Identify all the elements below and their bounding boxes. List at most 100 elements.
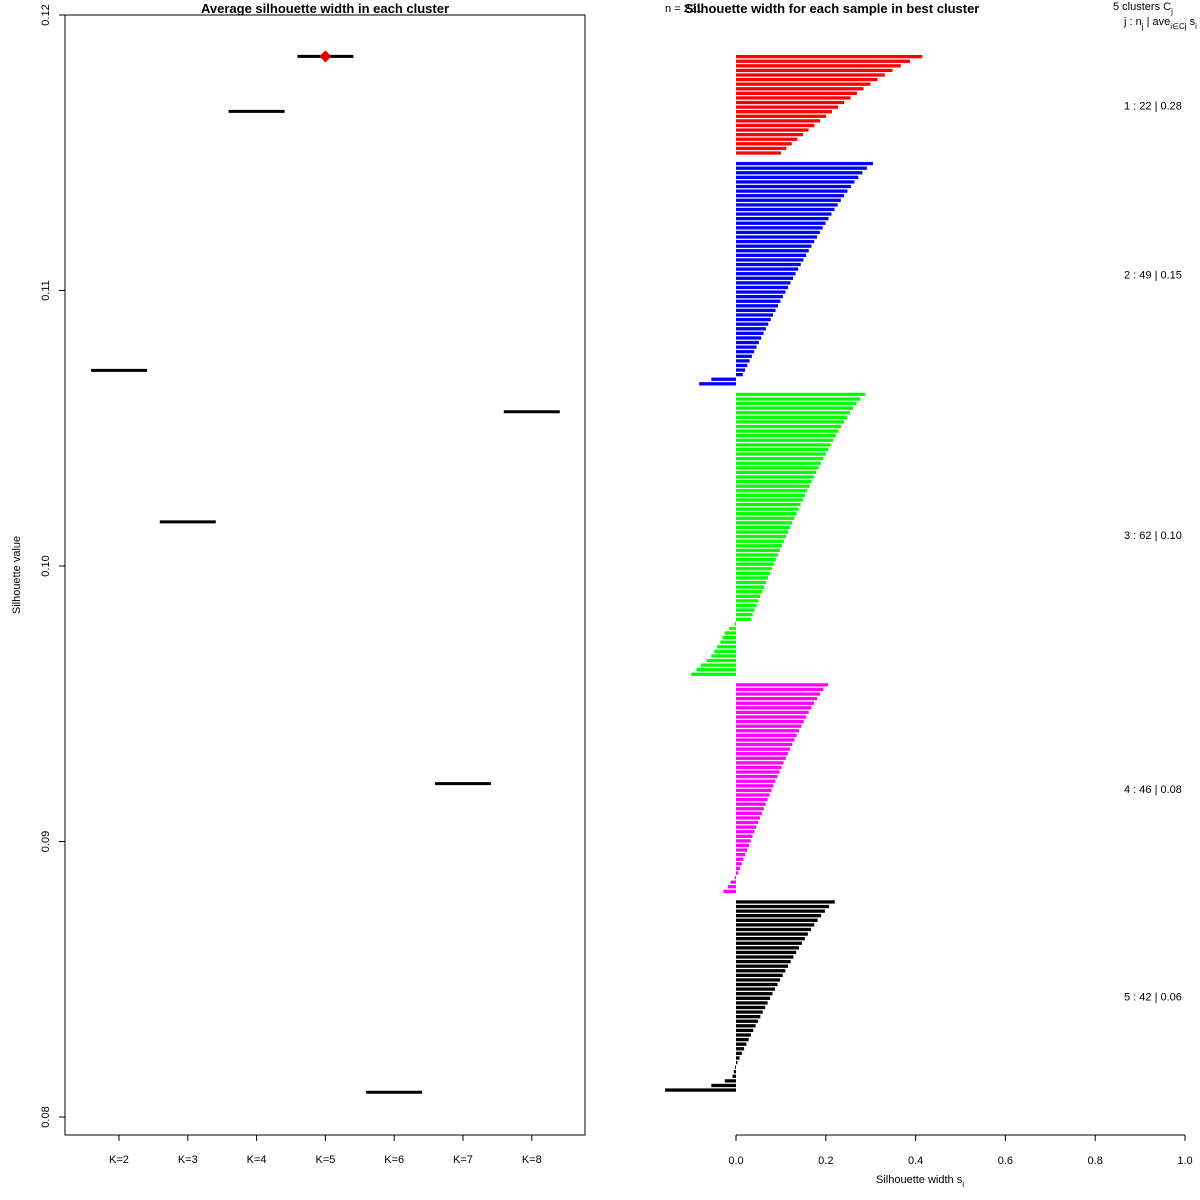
silhouette-bar-cluster-2 xyxy=(736,212,832,216)
silhouette-bar-cluster-2 xyxy=(736,276,794,280)
silhouette-bar-cluster-4 xyxy=(736,802,766,806)
silhouette-bar-cluster-2 xyxy=(736,331,764,336)
silhouette-bar-cluster-1 xyxy=(736,142,792,146)
silhouette-bar-cluster-4 xyxy=(736,811,762,816)
silhouette-bar-cluster-2 xyxy=(736,354,752,358)
left-y-tick-label: 0.09 xyxy=(40,831,52,852)
silhouette-bar-cluster-3 xyxy=(736,525,791,530)
silhouette-bar-cluster-4 xyxy=(736,752,788,756)
silhouette-bar-cluster-4 xyxy=(736,770,780,774)
silhouette-bar-cluster-2 xyxy=(736,340,759,345)
silhouette-bar-cluster-1 xyxy=(736,64,901,68)
silhouette-bar-cluster-3 xyxy=(736,479,812,484)
cluster-label-5: 5 : 42 | 0.06 xyxy=(1124,992,1182,1004)
silhouette-bar-cluster-3 xyxy=(736,580,767,585)
cluster-label-2: 2 : 49 | 0.15 xyxy=(1124,269,1182,281)
silhouette-bar-cluster-3 xyxy=(714,649,736,654)
silhouette-bar-cluster-3 xyxy=(736,475,814,479)
silhouette-bar-cluster-4 xyxy=(736,816,760,820)
silhouette-bar-cluster-3 xyxy=(736,608,755,612)
silhouette-bar-cluster-3 xyxy=(734,622,736,626)
silhouette-bar-cluster-5 xyxy=(736,927,812,932)
silhouette-bar-cluster-5 xyxy=(736,914,822,918)
silhouette-bar-cluster-3 xyxy=(736,452,826,456)
silhouette-bar-cluster-1 xyxy=(736,59,910,63)
silhouette-bar-cluster-3 xyxy=(736,521,793,525)
silhouette-bar-cluster-2 xyxy=(736,308,776,313)
silhouette-bar-cluster-3 xyxy=(736,502,801,507)
silhouette-bar-cluster-3 xyxy=(700,663,736,667)
silhouette-bar-cluster-3 xyxy=(691,672,736,676)
right-x-tick-label: 0.0 xyxy=(728,1155,743,1167)
left-x-axis: K=2 K=3 K=4 K=5 K=6 K=7 K=8 xyxy=(109,1134,542,1166)
silhouette-bar-cluster-1 xyxy=(736,114,826,118)
silhouette-bar-cluster-2 xyxy=(736,217,829,221)
silhouette-bar-cluster-1 xyxy=(736,110,832,114)
silhouette-bar-cluster-1 xyxy=(736,133,803,137)
silhouette-bar-cluster-3 xyxy=(736,401,857,406)
silhouette-bar-cluster-4 xyxy=(736,839,751,843)
silhouette-bar-cluster-2 xyxy=(736,317,771,322)
silhouette-bar-cluster-1 xyxy=(736,151,781,155)
right-x-tick-label: 0.6 xyxy=(998,1155,1013,1167)
silhouette-bar-cluster-5 xyxy=(736,982,778,987)
silhouette-bar-cluster-3 xyxy=(736,392,866,397)
silhouette-bar-cluster-4 xyxy=(736,706,812,710)
silhouette-bar-cluster-3 xyxy=(736,457,824,461)
silhouette-bar-cluster-1 xyxy=(736,105,839,109)
silhouette-bar-cluster-3 xyxy=(736,571,770,576)
silhouette-bar-cluster-2 xyxy=(736,272,796,276)
cluster-labels: 1 : 22 | 0.28 2 : 49 | 0.15 3 : 62 | 0.10 4… xyxy=(1124,100,1182,1003)
silhouette-bar-cluster-4 xyxy=(736,807,764,811)
silhouette-bar-cluster-4 xyxy=(736,687,824,692)
silhouette-bar-cluster-1 xyxy=(736,82,871,86)
silhouette-bar-cluster-2 xyxy=(736,313,774,317)
silhouette-bar-cluster-1 xyxy=(736,77,878,82)
silhouette-bar-cluster-1 xyxy=(736,137,798,141)
silhouette-bar-cluster-2 xyxy=(736,203,838,207)
silhouette-bar-cluster-5 xyxy=(736,992,773,996)
silhouette-bar-cluster-2 xyxy=(736,175,859,180)
silhouette-bars xyxy=(665,55,923,1092)
silhouette-bar-cluster-4 xyxy=(736,834,753,838)
silhouette-bar-cluster-3 xyxy=(736,498,803,502)
silhouette-bar-cluster-3 xyxy=(736,617,751,621)
silhouette-bar-cluster-4 xyxy=(736,710,809,715)
silhouette-bar-cluster-4 xyxy=(736,697,817,701)
left-y-tick-label: 0.11 xyxy=(40,280,52,301)
silhouette-bar-cluster-2 xyxy=(736,363,748,368)
silhouette-bar-cluster-1 xyxy=(736,119,821,123)
left-x-tick-label: K=6 xyxy=(384,1154,404,1166)
silhouette-bar-cluster-2 xyxy=(736,198,841,202)
silhouette-bar-cluster-3 xyxy=(736,594,761,598)
silhouette-bar-cluster-3 xyxy=(736,420,844,424)
silhouette-bar-cluster-1 xyxy=(736,100,845,105)
silhouette-bar-cluster-5 xyxy=(711,1083,736,1088)
silhouette-bar-cluster-2 xyxy=(736,221,826,225)
silhouette-bar-cluster-2 xyxy=(736,285,788,290)
silhouette-bar-cluster-4 xyxy=(736,683,829,687)
silhouette-bar-cluster-4 xyxy=(736,862,742,866)
silhouette-bar-cluster-2 xyxy=(736,253,807,258)
silhouette-bar-cluster-3 xyxy=(696,668,736,672)
silhouette-bar-cluster-5 xyxy=(733,1070,736,1074)
silhouette-bar-cluster-3 xyxy=(736,613,753,617)
silhouette-bar-cluster-2 xyxy=(736,230,820,235)
silhouette-bar-cluster-1 xyxy=(736,128,809,132)
silhouette-bar-cluster-2 xyxy=(736,235,818,239)
left-x-tick-label: K=3 xyxy=(178,1154,198,1166)
silhouette-bar-cluster-4 xyxy=(736,729,800,733)
silhouette-bar-cluster-3 xyxy=(736,530,788,534)
silhouette-bar-cluster-3 xyxy=(736,489,808,493)
left-x-tick-label: K=7 xyxy=(453,1154,473,1166)
silhouette-bar-cluster-5 xyxy=(736,909,825,913)
best-k-marker xyxy=(319,50,332,63)
silhouette-bar-cluster-2 xyxy=(736,207,835,212)
silhouette-bar-cluster-3 xyxy=(736,438,834,442)
silhouette-bar-cluster-3 xyxy=(717,645,736,649)
silhouette-bar-cluster-4 xyxy=(727,885,736,889)
silhouette-bar-cluster-2 xyxy=(736,166,867,170)
silhouette-bar-cluster-3 xyxy=(736,470,817,475)
silhouette-bar-cluster-2 xyxy=(736,194,845,198)
